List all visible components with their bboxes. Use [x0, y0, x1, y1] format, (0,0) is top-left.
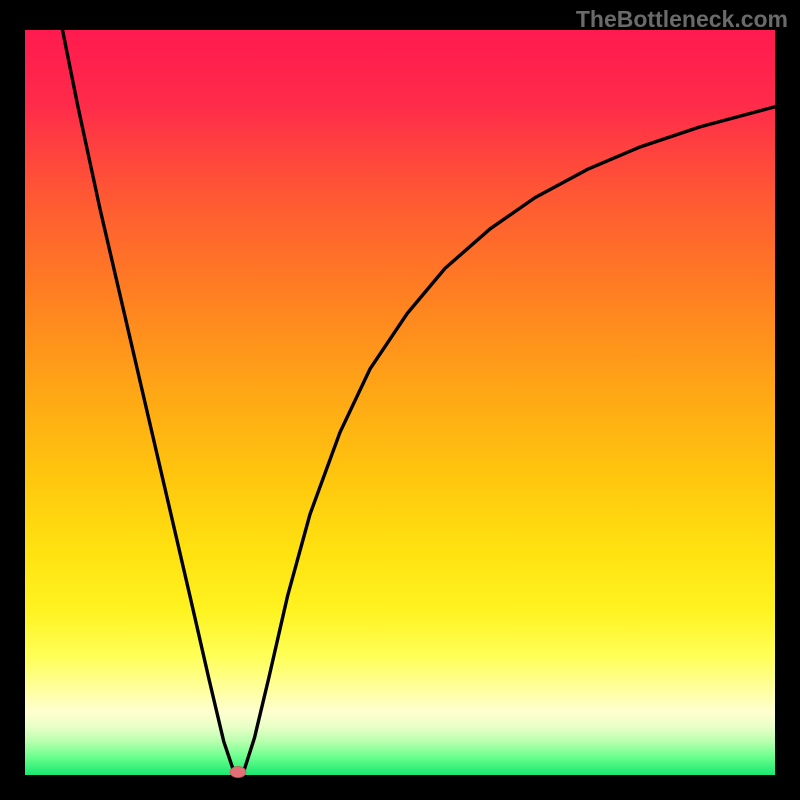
plot-svg	[0, 0, 800, 800]
bottleneck-curve	[63, 30, 776, 773]
watermark-text: TheBottleneck.com	[576, 6, 788, 33]
minimum-marker	[230, 767, 246, 778]
